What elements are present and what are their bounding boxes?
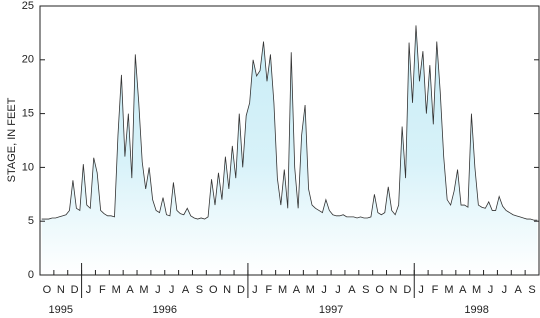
x-tick-label: J bbox=[252, 284, 258, 296]
year-label: 1995 bbox=[49, 304, 73, 316]
year-label: 1998 bbox=[464, 304, 488, 316]
x-tick-label: A bbox=[182, 284, 190, 296]
year-label: 1997 bbox=[319, 304, 343, 316]
x-tick-label: S bbox=[528, 284, 535, 296]
x-tick-label: F bbox=[99, 284, 106, 296]
x-tick-label: N bbox=[389, 284, 397, 296]
y-tick-label: 0 bbox=[28, 269, 34, 281]
x-tick-label: A bbox=[348, 284, 356, 296]
x-tick-label: M bbox=[444, 284, 453, 296]
x-tick-label: A bbox=[459, 284, 467, 296]
x-tick-label: J bbox=[155, 284, 161, 296]
x-tick-label: A bbox=[293, 284, 301, 296]
x-tick-label: D bbox=[403, 284, 411, 296]
x-tick-label: O bbox=[209, 284, 218, 296]
x-tick-label: M bbox=[306, 284, 315, 296]
x-tick-label: S bbox=[362, 284, 369, 296]
line bbox=[41, 25, 538, 221]
y-tick-label: 15 bbox=[22, 108, 34, 120]
y-tick-label: 25 bbox=[22, 0, 34, 12]
x-tick-label: J bbox=[169, 284, 175, 296]
x-tick-label: J bbox=[502, 284, 508, 296]
x-tick-label: D bbox=[71, 284, 79, 296]
x-tick-label: N bbox=[57, 284, 65, 296]
x-tick-label: M bbox=[112, 284, 121, 296]
x-tick-label: J bbox=[321, 284, 327, 296]
y-tick-label: 10 bbox=[22, 161, 34, 173]
y-tick-label: 20 bbox=[22, 54, 34, 66]
x-tick-label: F bbox=[265, 284, 272, 296]
x-tick-label: J bbox=[488, 284, 494, 296]
x-tick-label: D bbox=[237, 284, 245, 296]
y-tick-label: 5 bbox=[28, 215, 34, 227]
year-label: 1996 bbox=[153, 304, 177, 316]
x-tick-label: O bbox=[43, 284, 52, 296]
x-tick-label: J bbox=[86, 284, 92, 296]
x-tick-label: J bbox=[335, 284, 341, 296]
x-tick-label: M bbox=[278, 284, 287, 296]
x-tick-label: N bbox=[223, 284, 231, 296]
x-tick-label: O bbox=[375, 284, 384, 296]
x-tick-label: M bbox=[139, 284, 148, 296]
x-tick-label: A bbox=[126, 284, 134, 296]
x-tick-label: S bbox=[196, 284, 203, 296]
x-tick-label: A bbox=[515, 284, 523, 296]
x-tick-label: J bbox=[418, 284, 424, 296]
y-axis-title: STAGE, IN FEET bbox=[6, 97, 18, 182]
x-tick-label: F bbox=[432, 284, 439, 296]
x-tick-label: M bbox=[472, 284, 481, 296]
area bbox=[41, 25, 538, 276]
